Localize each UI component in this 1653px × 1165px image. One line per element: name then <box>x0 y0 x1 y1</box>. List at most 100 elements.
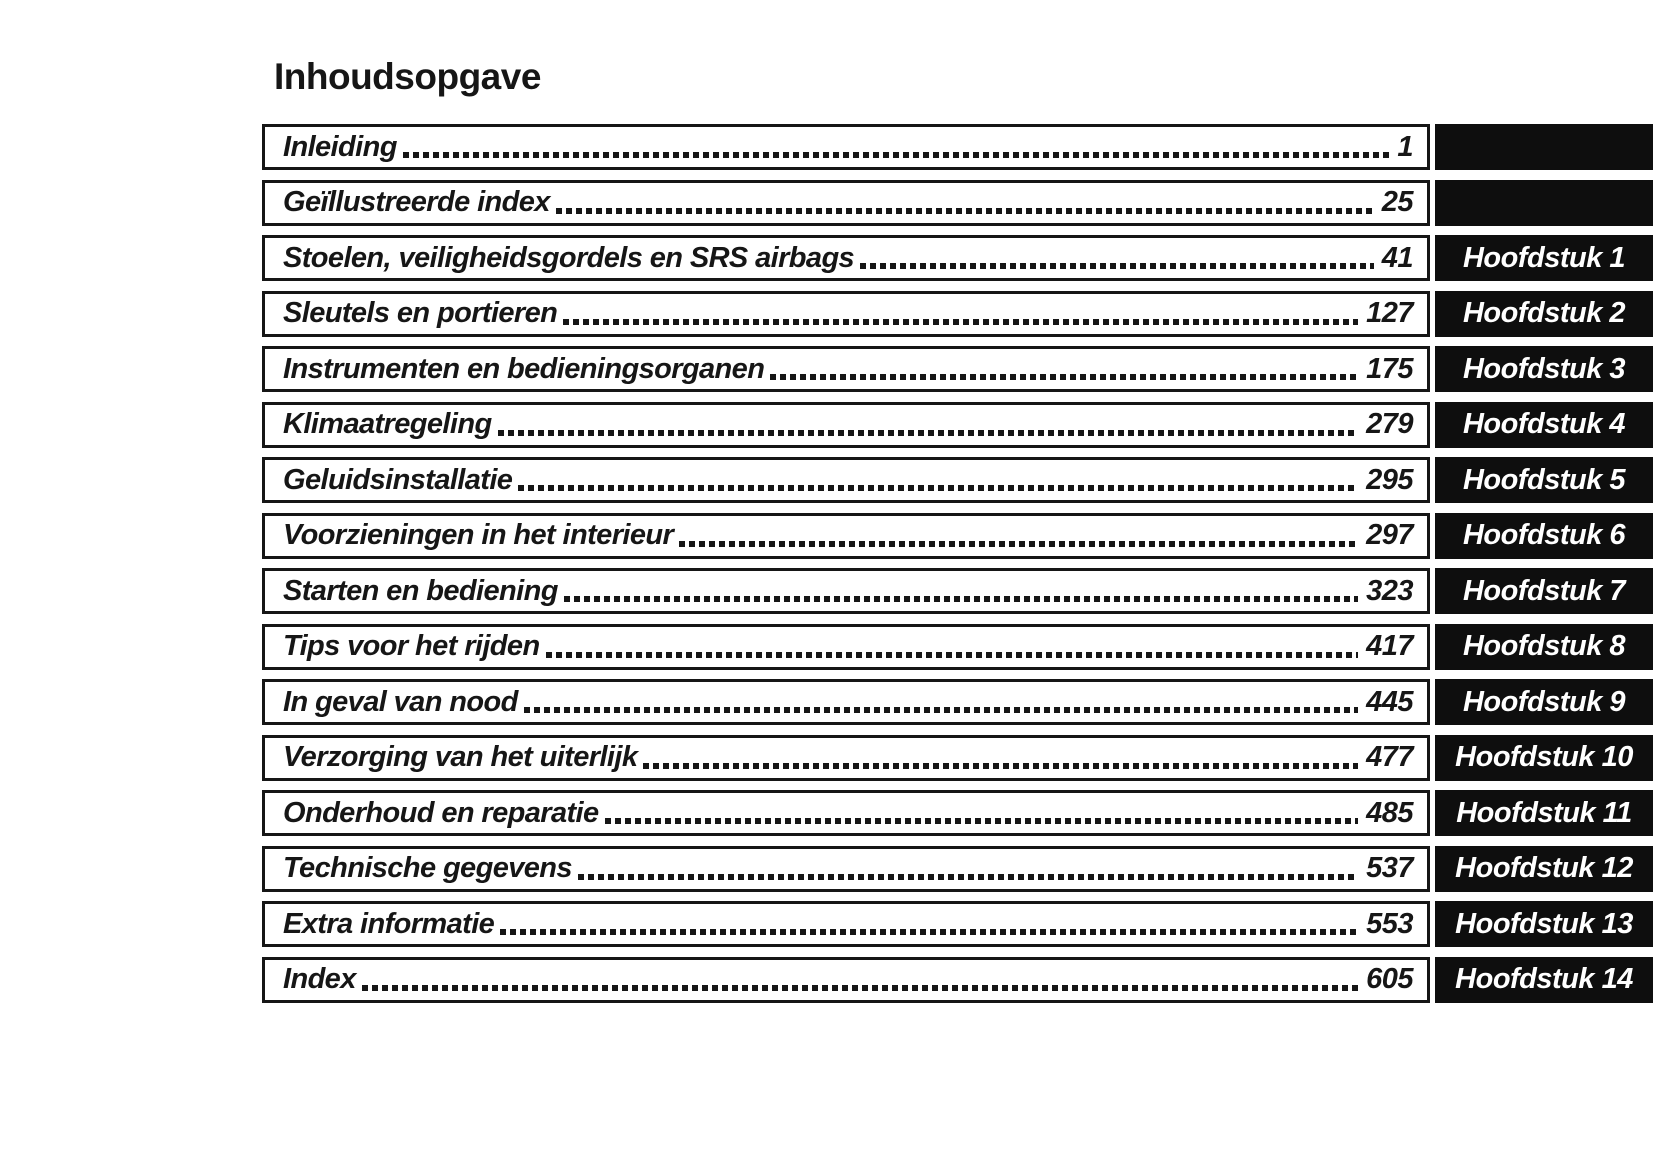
toc-row: Sleutels en portieren 127 Hoofdstuk 2 <box>262 290 1653 337</box>
chapter-tab-label: Hoofdstuk 13 <box>1455 907 1633 940</box>
dotted-leader <box>497 429 1359 436</box>
toc-entry-page: 417 <box>1366 630 1413 662</box>
chapter-tab-label: Hoofdstuk 4 <box>1462 408 1626 440</box>
toc-entry: Voorzieningen in het interieur 297 <box>262 512 1430 559</box>
toc-entry-label: Technische gegevens <box>283 852 573 884</box>
toc-entry-page: 477 <box>1366 741 1413 773</box>
toc-row: Index 605 Hoofdstuk 14 <box>262 956 1653 1003</box>
toc-entry-label: Geluidsinstallatie <box>283 463 513 496</box>
chapter-tab <box>1435 124 1653 170</box>
dotted-leader <box>555 207 1374 214</box>
dotted-leader <box>518 485 1359 491</box>
toc-row: Tips voor het rijden 417 Hoofdstuk 8 <box>262 623 1653 670</box>
dotted-leader <box>563 318 1359 325</box>
toc-row: Instrumenten en bedieningsorganen 175 Ho… <box>262 346 1653 392</box>
toc-row: Starten en bediening 323 Hoofdstuk 7 <box>262 568 1653 614</box>
toc-entry-label: Stoelen, veiligheidsgordels en SRS airba… <box>283 241 855 274</box>
chapter-tab: Hoofdstuk 5 <box>1435 457 1653 503</box>
chapter-tab: Hoofdstuk 10 <box>1435 734 1653 781</box>
chapter-tab: Hoofdstuk 6 <box>1435 512 1653 559</box>
chapter-tab: Hoofdstuk 9 <box>1435 679 1653 725</box>
dotted-leader <box>563 596 1359 602</box>
dotted-leader <box>860 263 1374 269</box>
chapter-tab-label: Hoofdstuk 3 <box>1462 352 1626 385</box>
chapter-tab: Hoofdstuk 11 <box>1435 790 1653 836</box>
toc-entry-page: 297 <box>1366 519 1413 551</box>
dotted-leader <box>577 873 1359 880</box>
toc-entry: Index 605 <box>262 956 1430 1003</box>
chapter-tab: Hoofdstuk 12 <box>1435 845 1653 892</box>
toc-entry-label: Klimaatregeling <box>283 408 492 440</box>
toc-entry-label: Starten en bediening <box>283 574 558 607</box>
toc-entry-page: 537 <box>1366 852 1413 884</box>
toc-entry: Tips voor het rijden 417 <box>262 623 1430 670</box>
toc-row: Geïllustreerde index 25 <box>262 179 1653 226</box>
chapter-tab-label: Hoofdstuk 2 <box>1462 297 1626 329</box>
chapter-tab-label: Hoofdstuk 14 <box>1455 963 1633 995</box>
toc-row: Klimaatregeling 279 Hoofdstuk 4 <box>262 401 1653 448</box>
dotted-leader <box>361 984 1359 991</box>
toc-entry: Technische gegevens 537 <box>262 845 1430 892</box>
chapter-tab-label: Hoofdstuk 11 <box>1456 796 1632 829</box>
toc-entry-label: Verzorging van het uiterlijk <box>283 741 638 773</box>
toc-row: Geluidsinstallatie 295 Hoofdstuk 5 <box>262 457 1653 503</box>
dotted-leader <box>770 374 1359 380</box>
toc-entry-label: Instrumenten en bedieningsorganen <box>283 352 765 385</box>
chapter-tab: Hoofdstuk 3 <box>1435 346 1653 392</box>
toc-entry: Inleiding 1 <box>262 124 1430 170</box>
toc-entry: Extra informatie 553 <box>262 901 1430 947</box>
toc-entry-page: 127 <box>1366 297 1413 329</box>
toc-entry-page: 25 <box>1381 186 1414 218</box>
chapter-tab-label: Hoofdstuk 7 <box>1462 574 1626 607</box>
toc-entry-label: Inleiding <box>283 130 397 163</box>
chapter-tab-label: Hoofdstuk 12 <box>1455 852 1633 884</box>
dotted-leader <box>500 929 1359 935</box>
dotted-leader <box>604 818 1359 824</box>
chapter-tab-label: Hoofdstuk 8 <box>1462 630 1626 662</box>
toc-entry-page: 41 <box>1381 241 1414 274</box>
chapter-tab-label: Hoofdstuk 10 <box>1455 741 1633 773</box>
toc-list: Inleiding 1 Geïllustreerde index 25 Stoe… <box>262 124 1653 1012</box>
toc-entry-page: 295 <box>1366 463 1413 496</box>
toc-row: Onderhoud en reparatie 485 Hoofdstuk 11 <box>262 790 1653 836</box>
toc-entry-page: 323 <box>1366 574 1413 607</box>
chapter-tab-label: Hoofdstuk 1 <box>1462 241 1626 274</box>
toc-row: Stoelen, veiligheidsgordels en SRS airba… <box>262 235 1653 281</box>
toc-entry-label: Tips voor het rijden <box>283 630 540 662</box>
chapter-tab-label: Hoofdstuk 5 <box>1462 463 1626 496</box>
chapter-tab-label: Hoofdstuk 9 <box>1462 685 1626 718</box>
toc-entry-page: 605 <box>1366 963 1413 995</box>
toc-row: Verzorging van het uiterlijk 477 Hoofdst… <box>262 734 1653 781</box>
toc-entry-page: 1 <box>1397 130 1413 163</box>
toc-row: Inleiding 1 <box>262 124 1653 170</box>
chapter-tab: Hoofdstuk 8 <box>1435 623 1653 670</box>
toc-entry-page: 485 <box>1366 796 1413 829</box>
toc-entry-label: Geïllustreerde index <box>283 186 550 218</box>
toc-entry-label: Index <box>283 963 356 995</box>
toc-row: Voorzieningen in het interieur 297 Hoofd… <box>262 512 1653 559</box>
toc-entry: In geval van nood 445 <box>262 679 1430 725</box>
toc-entry-page: 553 <box>1366 907 1413 940</box>
dotted-leader <box>545 651 1359 658</box>
toc-entry-label: Voorzieningen in het interieur <box>283 519 674 551</box>
toc-entry: Geluidsinstallatie 295 <box>262 457 1430 503</box>
toc-entry: Klimaatregeling 279 <box>262 401 1430 448</box>
chapter-tab: Hoofdstuk 13 <box>1435 901 1653 947</box>
page-title: Inhoudsopgave <box>274 56 541 97</box>
toc-entry-page: 175 <box>1366 352 1413 385</box>
toc-row: In geval van nood 445 Hoofdstuk 9 <box>262 679 1653 725</box>
chapter-tab: Hoofdstuk 7 <box>1435 568 1653 614</box>
toc-entry: Instrumenten en bedieningsorganen 175 <box>262 346 1430 392</box>
dotted-leader <box>643 762 1359 769</box>
toc-entry-label: Sleutels en portieren <box>283 297 558 329</box>
chapter-tab: Hoofdstuk 2 <box>1435 290 1653 337</box>
chapter-tab: Hoofdstuk 14 <box>1435 956 1653 1003</box>
toc-entry-page: 445 <box>1366 685 1413 718</box>
dotted-leader <box>679 540 1359 547</box>
dotted-leader <box>402 152 1390 158</box>
toc-entry-label: Onderhoud en reparatie <box>283 796 599 829</box>
toc-entry-label: Extra informatie <box>283 907 495 940</box>
toc-entry: Sleutels en portieren 127 <box>262 290 1430 337</box>
chapter-tab <box>1435 179 1653 226</box>
